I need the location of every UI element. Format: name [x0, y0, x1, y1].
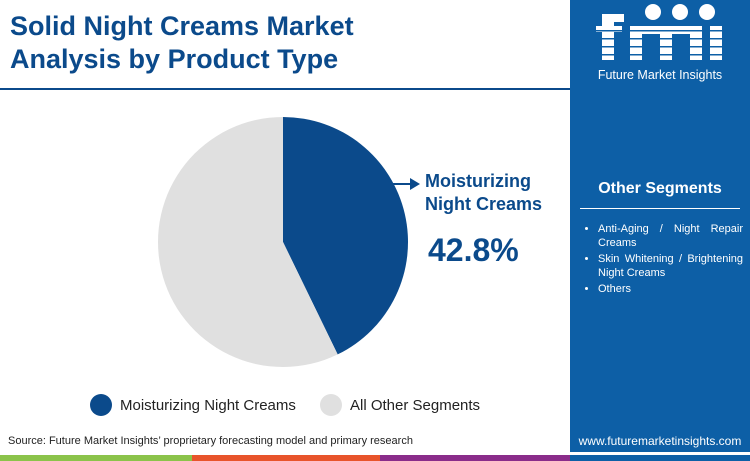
callout-label: Moisturizing Night Creams — [425, 171, 543, 214]
pie-slice-all-other-segments — [158, 117, 338, 367]
fmi-logo — [590, 4, 730, 60]
footer-bar-purple — [380, 455, 570, 461]
other-segments-title: Other Segments — [598, 180, 722, 197]
sidebar: Future Market Insights Other Segments An… — [570, 0, 750, 452]
footer-bar-orange — [192, 455, 380, 461]
legend-swatch — [90, 394, 112, 416]
callout-arrow-icon — [410, 178, 420, 190]
segment-item: Skin Whitening / Brightening Night Cream… — [598, 252, 743, 280]
segment-item: Anti-Aging / Night Repair Creams — [598, 222, 743, 250]
other-segments-list: Anti-Aging / Night Repair Creams Skin Wh… — [598, 222, 743, 298]
legend-label: Moisturizing Night Creams — [120, 396, 296, 414]
page-title: Solid Night Creams Market Analysis by Pr… — [10, 11, 354, 74]
callout-value: 42.8% — [428, 232, 519, 268]
legend-item-other: All Other Segments — [320, 394, 480, 416]
legend-label: All Other Segments — [350, 396, 481, 414]
website-link[interactable]: www.futuremarketinsights.com — [578, 434, 742, 448]
footer-bar-blue — [570, 455, 750, 461]
segments-divider — [580, 208, 740, 209]
segment-item: Others — [598, 282, 743, 296]
legend-swatch — [320, 394, 342, 416]
logo-text: Future Market Insights — [597, 68, 723, 82]
title-divider — [0, 88, 570, 90]
legend-item-moisturizing: Moisturizing Night Creams — [90, 394, 296, 416]
pie-chart — [158, 117, 420, 367]
source-note: Source: Future Market Insights’ propriet… — [8, 435, 413, 447]
pie-slice-moisturizing-night-creams — [283, 117, 409, 355]
footer-bar-green — [0, 455, 192, 461]
